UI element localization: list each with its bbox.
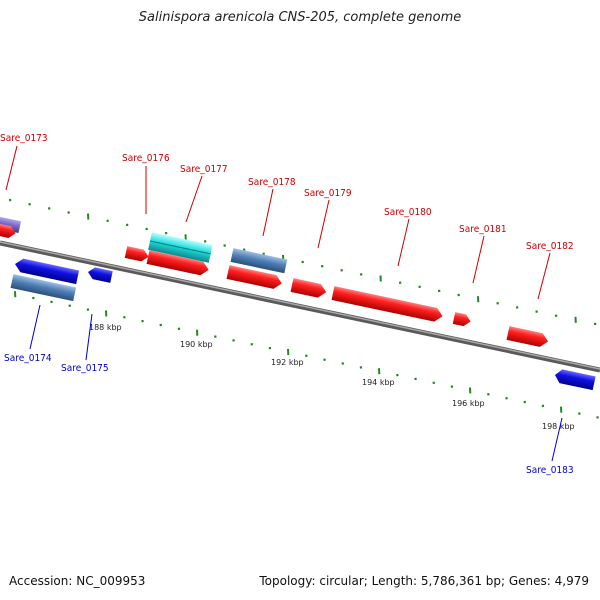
gene-label-sare-0176[interactable]: Sare_0176	[122, 153, 170, 164]
cds-sare-0182[interactable]	[506, 326, 550, 348]
cds-sare-0178[interactable]	[230, 248, 288, 274]
gene-label-sare-0173[interactable]: Sare_0173	[0, 133, 48, 144]
cds-sare-0175[interactable]	[87, 266, 113, 283]
gene-label-sare-0178[interactable]: Sare_0178	[248, 177, 296, 188]
scale-label: 188 kbp	[89, 323, 122, 332]
cds-sare-0181[interactable]	[452, 312, 472, 327]
cds-sare-0179[interactable]	[290, 278, 328, 299]
genome-title: Salinispora arenicola CNS-205, complete …	[138, 10, 462, 25]
cds-sare-0174-steel[interactable]	[10, 274, 77, 302]
gene-label-sare-0183[interactable]: Sare_0183	[526, 465, 574, 476]
scale-labels: 188 kbp 190 kbp 192 kbp 194 kbp 196 kbp …	[89, 323, 575, 431]
cds-sare-0180[interactable]	[331, 286, 444, 323]
cds-sare-0178-red[interactable]	[226, 265, 284, 290]
gene-label-sare-0174[interactable]: Sare_0174	[4, 353, 52, 364]
scale-label: 192 kbp	[271, 358, 304, 367]
gene-label-sare-0182[interactable]: Sare_0182	[526, 241, 574, 252]
genome-summary-text: Topology: circular; Length: 5,786,361 bp…	[259, 574, 589, 588]
gene-label-sare-0181[interactable]: Sare_0181	[459, 224, 507, 235]
reverse-strand-features	[10, 257, 596, 391]
forward-label-leaders	[5, 145, 551, 300]
gene-label-sare-0175[interactable]: Sare_0175	[61, 363, 109, 374]
scale-label: 198 kbp	[542, 422, 575, 431]
cds-sare-0183[interactable]	[554, 368, 596, 391]
gene-label-sare-0180[interactable]: Sare_0180	[384, 207, 432, 218]
forward-tick-track	[8, 198, 597, 326]
cds-sare-0176[interactable]	[124, 246, 150, 263]
cds-sare-0177-highlight[interactable]	[148, 232, 213, 263]
scale-label: 190 kbp	[180, 340, 213, 349]
reverse-label-leaders	[29, 304, 563, 462]
cds-sare-0173[interactable]	[0, 222, 17, 239]
gene-label-sare-0179[interactable]: Sare_0179	[304, 188, 352, 199]
cds-purple-0173[interactable]	[0, 215, 22, 234]
reverse-tick-track	[14, 291, 599, 419]
forward-gene-labels: Sare_0173 Sare_0176 Sare_0177 Sare_0178 …	[0, 133, 574, 252]
forward-strand-features	[0, 215, 550, 348]
reverse-gene-labels: Sare_0174 Sare_0175 Sare_0183	[4, 353, 574, 476]
scale-label: 196 kbp	[452, 399, 485, 408]
scale-label: 194 kbp	[362, 378, 395, 387]
cds-sare-0174[interactable]	[14, 257, 80, 285]
cds-sare-0177[interactable]	[146, 250, 211, 277]
genome-backbone	[0, 240, 600, 373]
accession-text: Accession: NC_009953	[9, 574, 146, 588]
gene-label-sare-0177[interactable]: Sare_0177	[180, 164, 228, 175]
